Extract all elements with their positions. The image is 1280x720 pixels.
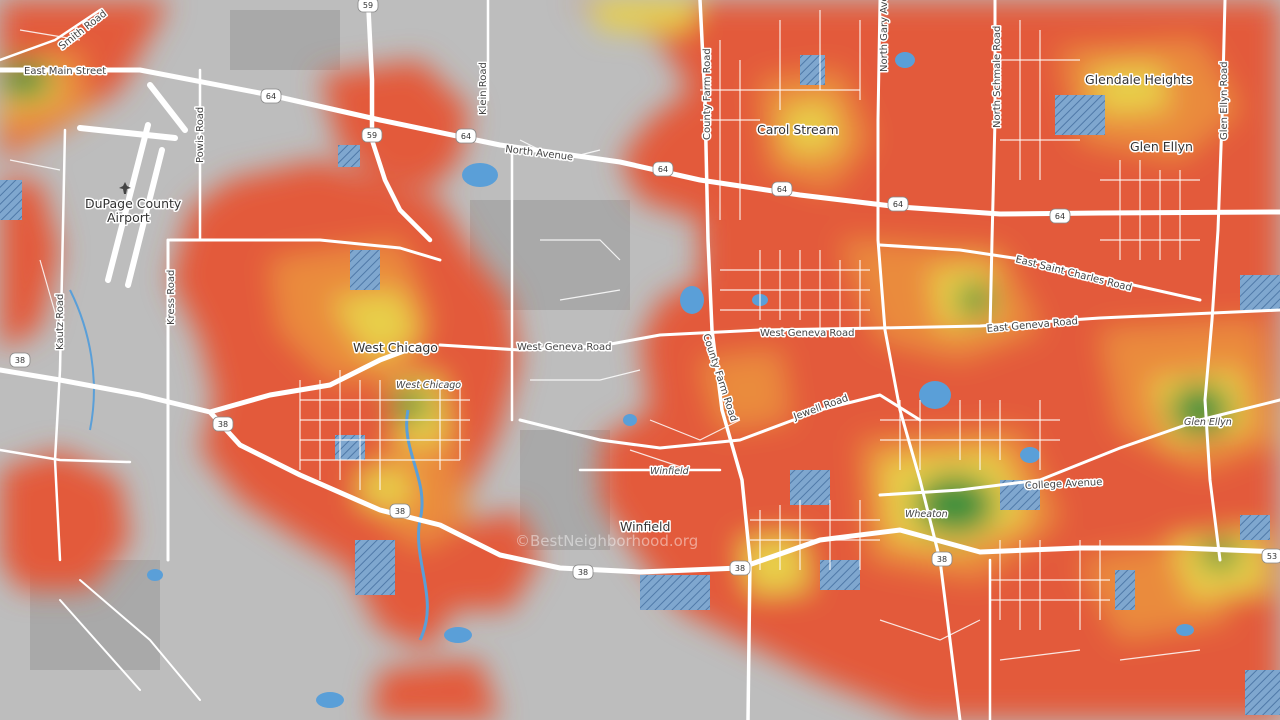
street-label-west-geneva-road-east: West Geneva Road [760,328,854,339]
route-shield-number: 53 [1267,552,1277,561]
route-shield-number: 38 [218,420,228,429]
route-shield-r64-f: 64 [1049,208,1071,224]
route-shield-r53: 53 [1261,548,1280,564]
street-label-glen-ellyn-road: Glen Ellyn Road [1219,61,1230,140]
route-shield-r59-b: 59 [361,127,383,143]
route-shield-r38-b: 38 [212,416,234,432]
route-shield-r38-d: 38 [572,564,594,580]
route-shield-number: 64 [461,132,471,141]
city-label-carol-stream: Carol Stream [757,122,839,137]
route-shield-number: 59 [363,1,373,10]
watermark: ©BestNeighborhood.org [515,532,698,550]
station-label-west-chicago-station: West Chicago [396,380,461,391]
hatched-parks [0,55,1280,715]
route-shield-r64-b: 64 [455,128,477,144]
street-label-county-farm-road-north: County Farm Road [702,48,713,140]
street-label-west-geneva-road-west: West Geneva Road [517,342,611,353]
street-label-klein-road: Klein Road [478,62,489,115]
city-label-dupage-airport-1: DuPage County [85,196,182,211]
route-shield-r64-a: 64 [260,88,282,104]
street-label-north-schmale-road: North Schmale Road [992,26,1003,128]
route-shield-number: 38 [937,555,947,564]
station-label-wheaton-station: Wheaton [905,509,948,520]
route-shield-number: 64 [893,200,903,209]
street-label-kautz-road: Kautz Road [55,294,66,350]
city-label-dupage-airport-2: Airport [107,210,150,225]
street-label-powis-road: Powis Road [195,107,206,163]
station-label-winfield-station: Winfield [650,466,690,477]
route-shield-number: 38 [578,568,588,577]
route-shield-r64-c: 64 [652,161,674,177]
route-shield-r38-a: 38 [9,352,31,368]
route-shield-r38-e: 38 [729,560,751,576]
station-label-glen-ellyn-station: Glen Ellyn [1184,417,1232,428]
street-label-east-main-street: East Main Street [24,66,106,77]
city-label-glen-ellyn: Glen Ellyn [1130,139,1193,154]
street-label-north-gary-avenue: North Gary Avenue [879,0,890,72]
route-shield-number: 64 [777,185,787,194]
route-shield-r64-d: 64 [771,181,793,197]
route-shield-number: 64 [658,165,668,174]
city-label-west-chicago: West Chicago [353,340,438,355]
route-shield-number: 38 [735,564,745,573]
route-shield-number: 38 [395,507,405,516]
route-shield-number: 38 [15,356,25,365]
airport-icon [119,182,131,194]
route-shields: 59 64 59 64 64 64 64 64 38 38 38 38 38 38 53 [9,0,1280,580]
route-shield-r38-f: 38 [931,551,953,567]
route-shield-r59-top: 59 [357,0,379,13]
city-label-glendale-heights: Glendale Heights [1085,72,1192,87]
gray-blocks [30,10,630,670]
route-shield-r64-e: 64 [887,196,909,212]
dupage-airport [77,82,188,288]
route-shield-number: 59 [367,131,377,140]
route-shield-number: 64 [266,92,276,101]
city-label-winfield: Winfield [620,519,670,534]
street-label-kress-road: Kress Road [166,270,177,325]
street-grid [9,10,1201,661]
route-shield-r38-c: 38 [389,503,411,519]
route-shield-number: 64 [1055,212,1065,221]
